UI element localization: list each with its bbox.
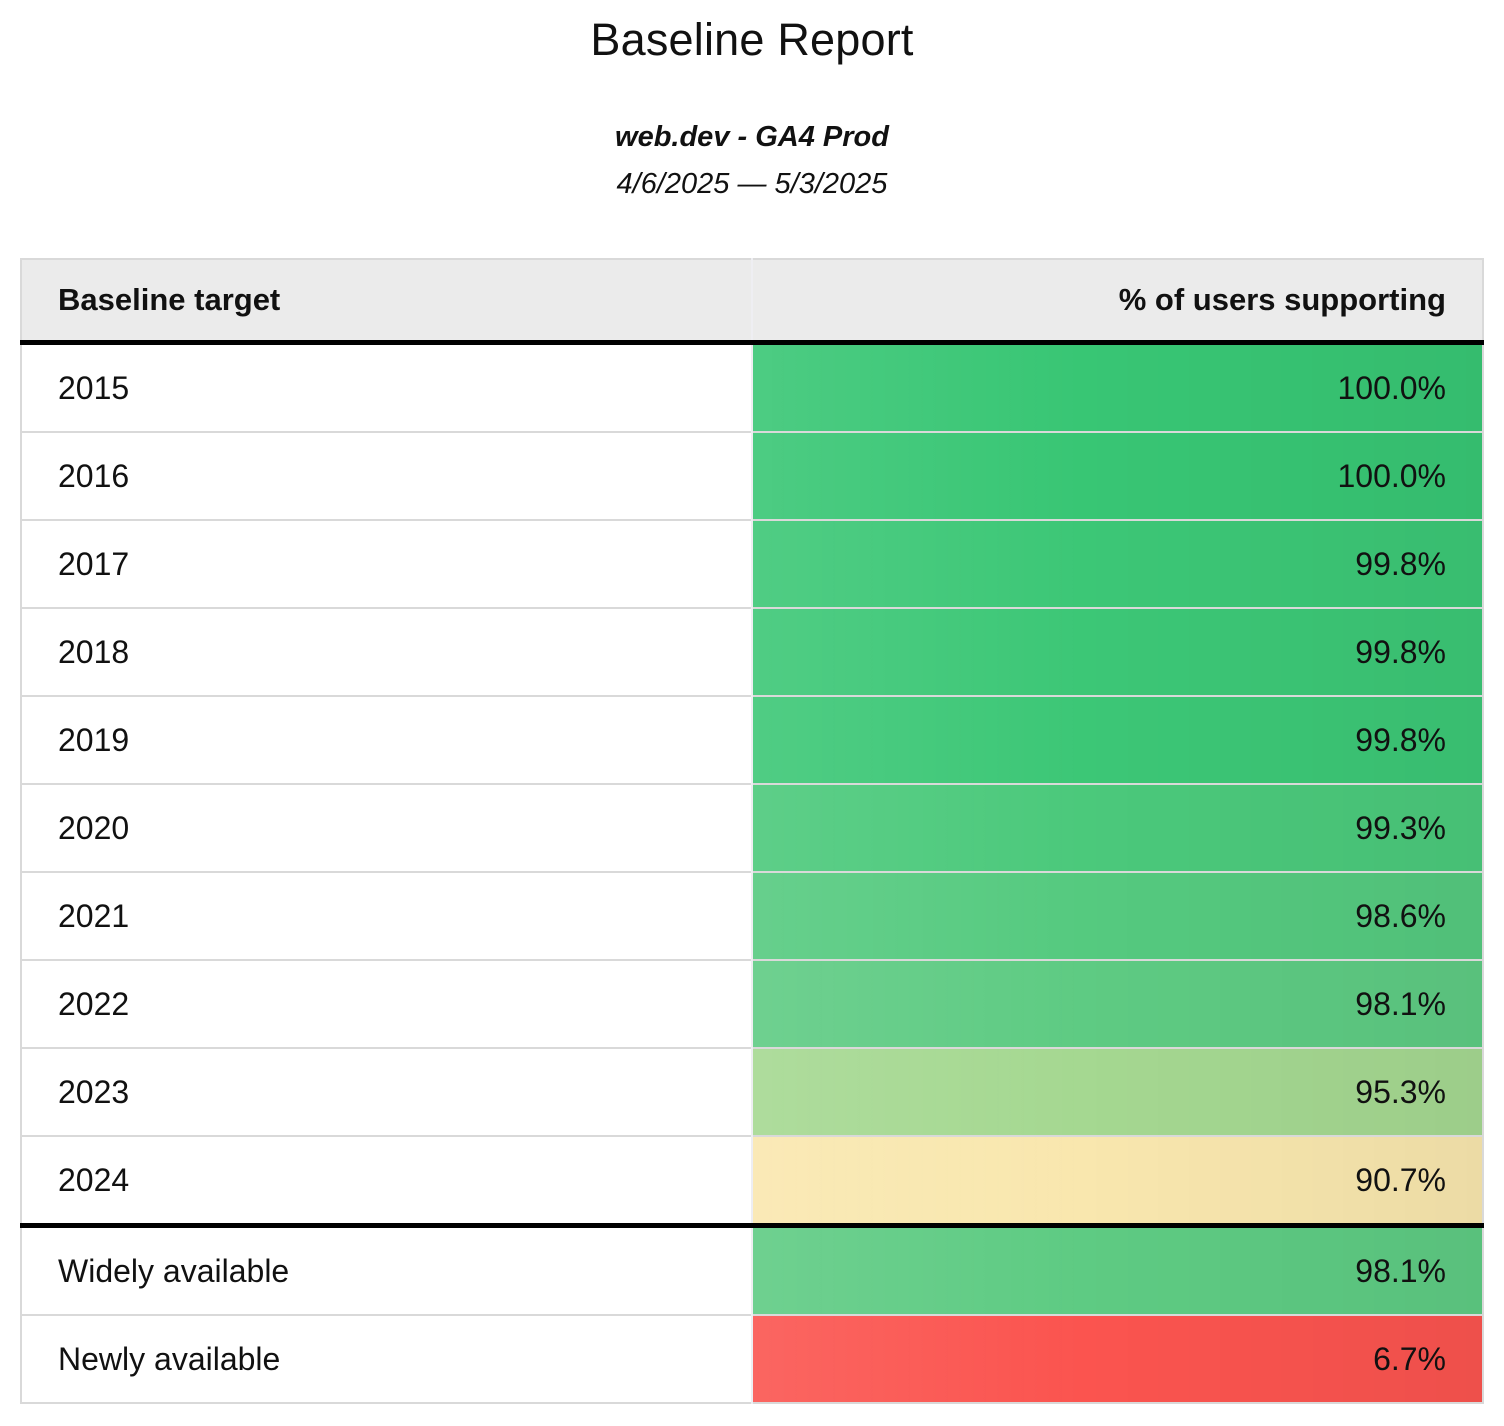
- percent-supporting-cell: 99.8%: [751, 519, 1483, 609]
- percent-supporting-cell: 100.0%: [751, 341, 1483, 433]
- baseline-target-cell: 2019: [21, 695, 752, 785]
- percent-supporting-cell: 90.7%: [751, 1135, 1483, 1226]
- percent-supporting-cell: 6.7%: [751, 1314, 1483, 1404]
- table-row: 2022 98.1%: [21, 959, 1483, 1049]
- table-row: 2019 99.8%: [21, 695, 1483, 785]
- report-property-name: web.dev - GA4 Prod: [615, 120, 889, 153]
- table-row: 2017 99.8%: [21, 519, 1483, 609]
- column-header-baseline-target: Baseline target: [21, 259, 752, 346]
- baseline-target-cell: 2023: [21, 1047, 752, 1137]
- table-row: 2023 95.3%: [21, 1047, 1483, 1137]
- report-subhead: web.dev - GA4 Prod 4/6/2025 — 5/3/2025: [0, 120, 1504, 202]
- table-row: 2021 98.6%: [21, 871, 1483, 961]
- percent-supporting-cell: 99.3%: [751, 783, 1483, 873]
- percent-supporting-cell: 98.1%: [751, 1223, 1483, 1316]
- column-header-percent-supporting: % of users supporting: [751, 259, 1483, 346]
- baseline-target-cell: Newly available: [21, 1314, 752, 1404]
- percent-supporting-cell: 98.1%: [751, 959, 1483, 1049]
- table-header-row: Baseline target % of users supporting: [21, 259, 1483, 346]
- percent-supporting-cell: 99.8%: [751, 607, 1483, 697]
- table-row: 2016 100.0%: [21, 431, 1483, 521]
- baseline-target-cell: 2015: [21, 341, 752, 433]
- baseline-target-cell: 2018: [21, 607, 752, 697]
- baseline-target-cell: 2021: [21, 871, 752, 961]
- table-row: 2015 100.0%: [21, 341, 1483, 433]
- baseline-target-cell: 2020: [21, 783, 752, 873]
- percent-supporting-cell: 98.6%: [751, 871, 1483, 961]
- section-years: 2015 100.0% 2016 100.0% 2017 99.8% 2018 99.8% 20…: [21, 341, 1483, 1226]
- table-row: 2024 90.7%: [21, 1135, 1483, 1226]
- baseline-target-cell: 2016: [21, 431, 752, 521]
- report-date-range: 4/6/2025 — 5/3/2025: [616, 167, 888, 200]
- baseline-target-cell: 2017: [21, 519, 752, 609]
- percent-supporting-cell: 99.8%: [751, 695, 1483, 785]
- baseline-target-cell: 2024: [21, 1135, 752, 1226]
- table-row: 2020 99.3%: [21, 783, 1483, 873]
- page-title: Baseline Report: [590, 14, 914, 65]
- baseline-target-cell: 2022: [21, 959, 752, 1049]
- baseline-table: Baseline target % of users supporting 20…: [20, 258, 1484, 1405]
- table-row: Widely available 98.1%: [21, 1223, 1483, 1316]
- section-summary: Widely available 98.1% Newly available 6.7%: [21, 1223, 1483, 1404]
- table-row: Newly available 6.7%: [21, 1314, 1483, 1404]
- percent-supporting-cell: 100.0%: [751, 431, 1483, 521]
- baseline-target-cell: Widely available: [21, 1223, 752, 1316]
- percent-supporting-cell: 95.3%: [751, 1047, 1483, 1137]
- table-row: 2018 99.8%: [21, 607, 1483, 697]
